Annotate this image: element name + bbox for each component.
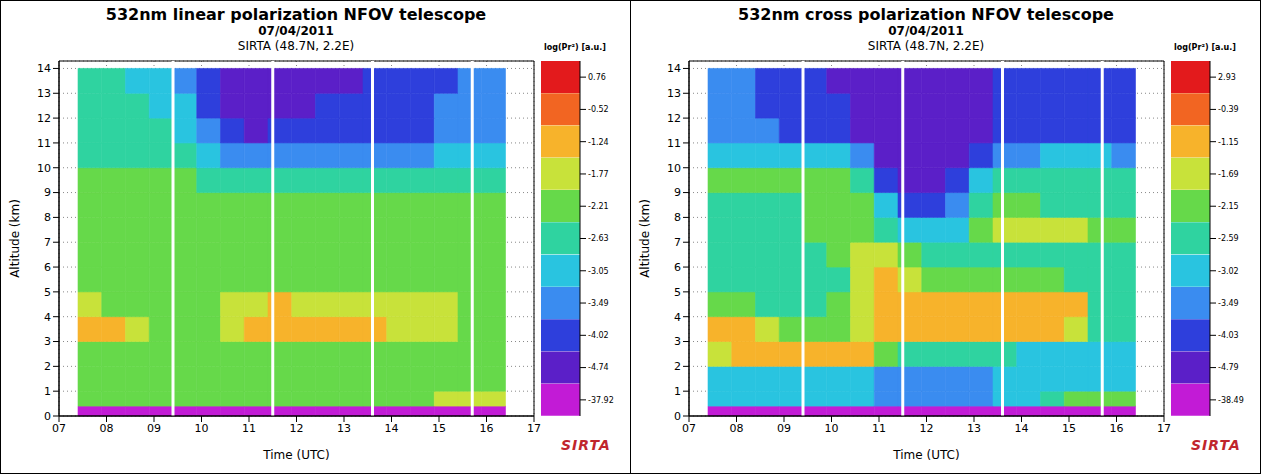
svg-text:3: 3 (674, 335, 681, 348)
svg-text:14: 14 (385, 422, 399, 435)
svg-text:-4.74: -4.74 (588, 363, 609, 372)
svg-text:6: 6 (674, 261, 681, 274)
svg-text:15: 15 (432, 422, 446, 435)
svg-text:Time (UTC): Time (UTC) (892, 448, 959, 462)
html-text:532nm linear polarization NFOV: 532nm linear polarization NFOV telescope (105, 5, 487, 24)
svg-text:-2.59: -2.59 (1218, 234, 1239, 243)
html-text:SIRTA (48.7N, 2.2E): SIRTA (48.7N, 2.2E) (237, 39, 355, 53)
svg-text:-37.92: -37.92 (588, 396, 614, 405)
svg-text:4: 4 (44, 311, 51, 324)
svg-text:07: 07 (52, 422, 66, 435)
svg-text:5: 5 (44, 286, 51, 299)
svg-text:11: 11 (872, 422, 886, 435)
svg-text:-0.52: -0.52 (588, 105, 609, 114)
svg-text:12: 12 (667, 112, 681, 125)
svg-text:11: 11 (242, 422, 256, 435)
html-text:log(Pr²) [a.u.]: log(Pr²) [a.u.] (544, 43, 606, 52)
svg-text:14: 14 (37, 62, 51, 75)
svg-text:13: 13 (967, 422, 981, 435)
svg-text:7: 7 (674, 236, 681, 249)
svg-text:0: 0 (44, 410, 51, 423)
svg-text:-2.21: -2.21 (588, 202, 609, 211)
svg-text:11: 11 (37, 137, 51, 150)
html-text:SIRTA: SIRTA (1191, 437, 1241, 453)
svg-text:9: 9 (44, 186, 51, 199)
svg-text:2: 2 (44, 360, 51, 373)
svg-text:-3.49: -3.49 (588, 299, 609, 308)
svg-text:0.76: 0.76 (588, 73, 606, 82)
svg-text:07: 07 (682, 422, 696, 435)
svg-text:-2.15: -2.15 (1218, 202, 1239, 211)
svg-text:16: 16 (1110, 422, 1124, 435)
svg-text:2: 2 (674, 360, 681, 373)
svg-text:12: 12 (290, 422, 304, 435)
svg-text:7: 7 (44, 236, 51, 249)
svg-text:08: 08 (730, 422, 744, 435)
svg-text:11: 11 (667, 137, 681, 150)
svg-text:-2.63: -2.63 (588, 234, 609, 243)
svg-text:12: 12 (37, 112, 51, 125)
svg-text:10: 10 (37, 162, 51, 175)
svg-text:10: 10 (825, 422, 839, 435)
svg-text:10: 10 (667, 162, 681, 175)
svg-text:Time (UTC): Time (UTC) (262, 448, 329, 462)
svg-text:-4.02: -4.02 (588, 331, 609, 340)
svg-text:14: 14 (1015, 422, 1029, 435)
svg-text:5: 5 (674, 286, 681, 299)
svg-text:-3.05: -3.05 (588, 267, 609, 276)
svg-text:-4.03: -4.03 (1218, 331, 1239, 340)
svg-text:-3.49: -3.49 (1218, 299, 1239, 308)
svg-text:13: 13 (667, 87, 681, 100)
svg-text:09: 09 (147, 422, 161, 435)
svg-text:08: 08 (100, 422, 114, 435)
svg-text:14: 14 (667, 62, 681, 75)
svg-text:13: 13 (337, 422, 351, 435)
svg-text:Altitude (km): Altitude (km) (8, 199, 22, 278)
svg-text:8: 8 (674, 211, 681, 224)
svg-text:4: 4 (674, 311, 681, 324)
svg-text:-0.39: -0.39 (1218, 105, 1239, 114)
svg-text:-4.79: -4.79 (1218, 363, 1239, 372)
html-text:log(Pr²) [a.u.]: log(Pr²) [a.u.] (1174, 43, 1236, 52)
svg-text:17: 17 (1157, 422, 1171, 435)
svg-text:1: 1 (44, 385, 51, 398)
svg-text:16: 16 (480, 422, 494, 435)
svg-text:-1.77: -1.77 (588, 170, 609, 179)
svg-text:13: 13 (37, 87, 51, 100)
svg-text:9: 9 (674, 186, 681, 199)
svg-text:-1.15: -1.15 (1218, 138, 1239, 147)
svg-text:2.93: 2.93 (1218, 73, 1236, 82)
svg-text:8: 8 (44, 211, 51, 224)
svg-text:09: 09 (777, 422, 791, 435)
svg-text:0: 0 (674, 410, 681, 423)
svg-text:-3.02: -3.02 (1218, 267, 1239, 276)
svg-text:12: 12 (920, 422, 934, 435)
svg-text:-38.49: -38.49 (1218, 396, 1244, 405)
svg-text:10: 10 (195, 422, 209, 435)
html-text:07/04/2011: 07/04/2011 (888, 24, 964, 38)
svg-text:Altitude (km): Altitude (km) (638, 199, 652, 278)
html-text:SIRTA: SIRTA (561, 437, 611, 453)
svg-text:15: 15 (1062, 422, 1076, 435)
html-text:SIRTA (48.7N, 2.2E): SIRTA (48.7N, 2.2E) (867, 39, 985, 53)
html-text:532nm cross polarization NFOV: 532nm cross polarization NFOV telescope (738, 5, 1114, 24)
svg-text:3: 3 (44, 335, 51, 348)
svg-text:-1.24: -1.24 (588, 138, 609, 147)
svg-text:-1.69: -1.69 (1218, 170, 1239, 179)
html-text:07/04/2011: 07/04/2011 (258, 24, 334, 38)
svg-text:6: 6 (44, 261, 51, 274)
svg-text:1: 1 (674, 385, 681, 398)
svg-text:17: 17 (527, 422, 541, 435)
